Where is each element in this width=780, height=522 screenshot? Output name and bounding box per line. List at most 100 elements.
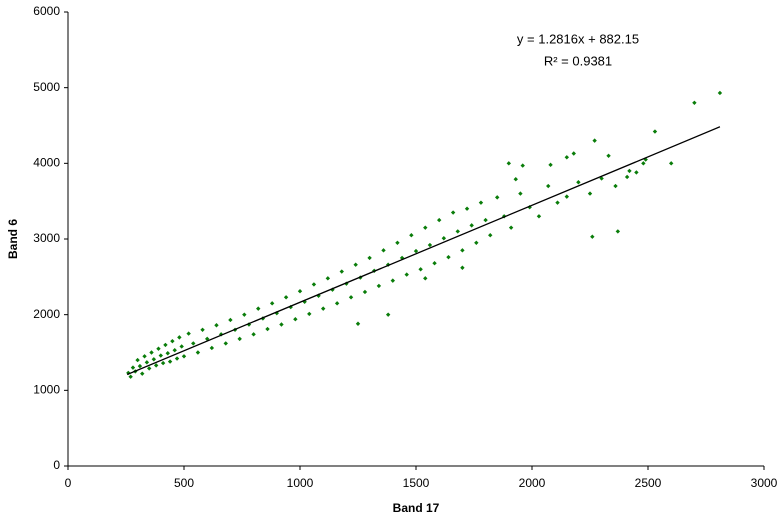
point [634,170,639,175]
point [506,161,511,166]
x-tick-label: 1000 [287,476,314,490]
point [441,236,447,241]
point [135,357,140,363]
point [228,317,233,323]
point [652,129,658,134]
point [130,365,136,370]
point [518,191,523,196]
point [432,261,437,266]
point [179,344,184,349]
point [214,323,219,328]
point [548,162,553,168]
point [181,354,187,359]
y-axis-title: Band 6 [6,219,20,259]
point [223,341,228,346]
point [170,338,175,344]
point [265,326,270,332]
point [200,327,205,332]
point [423,225,428,230]
point [167,359,173,364]
point [163,342,168,348]
point [587,191,593,196]
point [450,210,456,215]
point [140,371,145,376]
point [297,289,303,294]
equation: y = 1.2816x + 882.15 [517,31,639,46]
x-axis-title: Band 17 [393,501,440,515]
x-tick-label: 0 [65,476,72,490]
point [395,240,400,245]
point [469,223,474,228]
y-tick-label: 5000 [33,80,60,94]
point [615,229,621,234]
point [177,335,182,340]
point [191,341,196,346]
point [488,233,493,238]
point [348,295,354,300]
point [546,183,551,189]
point [564,194,569,199]
point [158,353,163,358]
point [527,205,532,210]
point [362,289,368,295]
point [446,254,451,260]
point [576,180,581,185]
point [460,248,465,253]
point [321,306,326,311]
point [172,348,177,353]
point [311,282,317,287]
point [151,357,157,362]
point [128,374,133,379]
x-tick-label: 3000 [751,476,778,490]
point [437,217,442,223]
point [624,174,630,180]
point [669,161,674,166]
point [717,90,723,96]
point [279,322,284,327]
point [643,157,648,162]
point [555,200,560,205]
y-tick-label: 3000 [33,231,60,245]
point [455,229,460,234]
point [418,267,423,272]
point [269,301,275,306]
point [520,163,525,168]
point [564,155,569,160]
point [381,248,386,253]
point [536,214,542,219]
point [613,183,618,189]
r-squared: R² = 0.9381 [544,53,612,68]
point [513,177,518,182]
point [571,151,576,156]
point [339,269,344,274]
point [478,200,484,205]
point [144,360,150,365]
point [156,346,161,351]
x-tick-label: 2000 [519,476,546,490]
point [149,350,154,355]
point [153,363,159,368]
point [334,301,340,306]
point [283,295,289,300]
point [627,168,632,174]
point [353,262,358,267]
point [325,276,331,281]
y-tick-label: 6000 [33,4,60,18]
point [186,331,191,336]
x-tick-label: 500 [174,476,194,490]
y-tick-label: 4000 [33,156,60,170]
point [592,138,597,143]
point [251,332,256,337]
point [692,100,697,105]
point [355,321,361,326]
y-tick-label: 2000 [33,307,60,321]
point [390,278,395,283]
point [606,153,611,158]
y-tick-label: 1000 [33,383,60,397]
point [483,217,488,223]
trendline [126,126,721,376]
point [460,265,465,270]
point [590,234,595,239]
point [641,161,646,166]
